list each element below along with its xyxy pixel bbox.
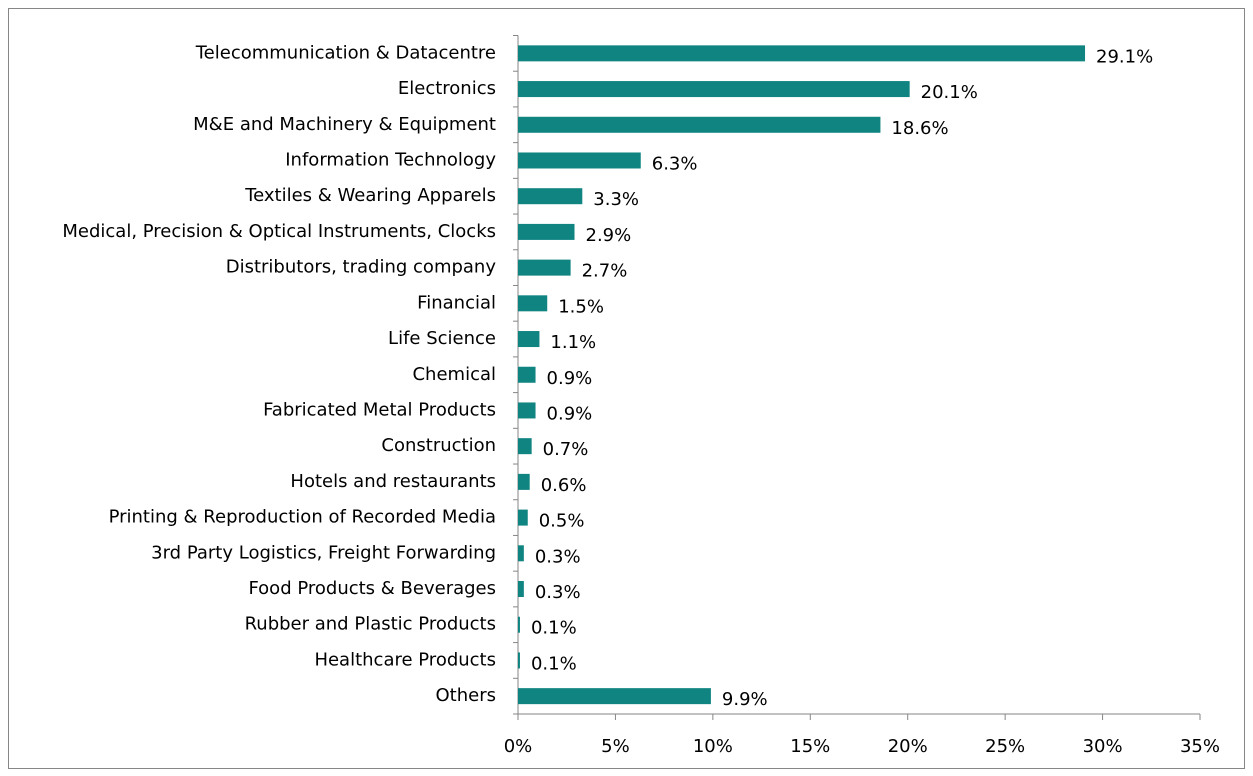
bar [518, 259, 571, 276]
value-label: 1.5% [558, 296, 604, 317]
y-tick-label: Chemical [412, 364, 496, 385]
y-tick-label: M&E and Machinery & Equipment [193, 114, 496, 135]
value-label: 0.9% [547, 368, 593, 389]
x-tick-label: 15% [790, 736, 830, 757]
y-tick-label: Life Science [388, 328, 496, 349]
y-tick-label: Others [436, 685, 497, 706]
y-tick-label: 3rd Party Logistics, Freight Forwarding [151, 542, 496, 563]
value-label: 0.1% [531, 618, 577, 639]
x-tick-label: 10% [693, 736, 733, 757]
x-tick-label: 30% [1083, 736, 1123, 757]
value-label: 1.1% [550, 332, 596, 353]
value-label: 0.1% [531, 653, 577, 674]
bar [518, 473, 530, 490]
y-tick-label: Telecommunication & Datacentre [195, 42, 496, 63]
y-tick-label: Textiles & Wearing Apparels [244, 185, 496, 206]
bar [518, 152, 641, 169]
bar [518, 295, 548, 312]
bar [518, 581, 524, 598]
bar [518, 402, 536, 419]
value-label: 29.1% [1096, 46, 1153, 67]
y-tick-label: Healthcare Products [314, 649, 496, 670]
bar [518, 81, 910, 98]
bar [518, 688, 711, 705]
value-label: 0.7% [543, 439, 589, 460]
bar [518, 116, 881, 133]
y-tick-label: Information Technology [285, 149, 496, 170]
value-label: 20.1% [921, 82, 978, 103]
bar [518, 545, 524, 562]
bar [518, 509, 528, 526]
value-label: 0.3% [535, 546, 581, 567]
y-tick-label: Rubber and Plastic Products [245, 614, 496, 635]
bar [518, 223, 575, 240]
y-tick-label: Fabricated Metal Products [263, 399, 496, 420]
value-label: 2.7% [582, 261, 628, 282]
x-tick-label: 20% [888, 736, 928, 757]
value-label: 0.3% [535, 582, 581, 603]
x-tick-label: 25% [985, 736, 1025, 757]
y-tick-label: Medical, Precision & Optical Instruments… [62, 221, 496, 242]
bar [518, 331, 540, 348]
value-label: 0.5% [539, 511, 585, 532]
bar [518, 438, 532, 455]
chart-border [8, 8, 1245, 769]
bar [518, 652, 520, 669]
x-tick-label: 0% [504, 736, 533, 757]
y-tick-label: Electronics [398, 78, 496, 99]
y-tick-label: Hotels and restaurants [290, 471, 496, 492]
bar [518, 45, 1086, 62]
value-label: 6.3% [652, 153, 698, 174]
value-label: 2.9% [586, 225, 632, 246]
y-tick-label: Printing & Reproduction of Recorded Medi… [109, 507, 496, 528]
bar [518, 188, 583, 205]
value-label: 18.6% [891, 118, 948, 139]
y-tick-label: Financial [417, 292, 496, 313]
y-tick-label: Construction [381, 435, 496, 456]
value-label: 3.3% [593, 189, 639, 210]
value-label: 0.9% [547, 403, 593, 424]
y-tick-label: Food Products & Beverages [248, 578, 496, 599]
x-tick-label: 35% [1180, 736, 1220, 757]
bar [518, 616, 520, 633]
x-tick-label: 5% [601, 736, 630, 757]
bar [518, 366, 536, 383]
value-label: 9.9% [722, 689, 768, 710]
value-label: 0.6% [541, 475, 587, 496]
y-tick-label: Distributors, trading company [226, 257, 497, 278]
